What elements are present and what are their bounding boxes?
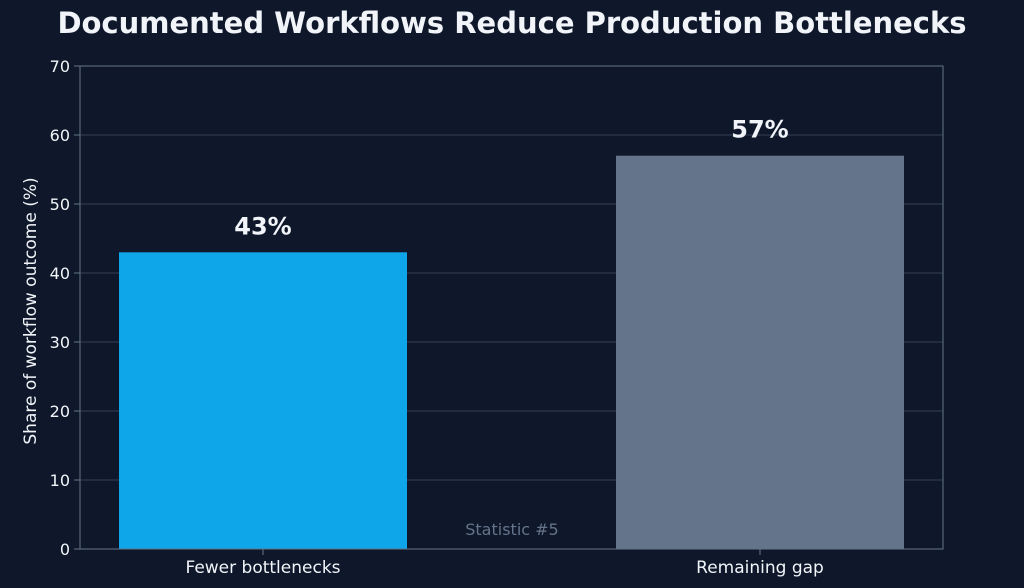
x-tick-label: Fewer bottlenecks [185,558,340,578]
annotation: Statistic #5 [465,520,558,539]
y-tick-label: 30 [50,333,70,352]
bar-value-label: 43% [234,212,291,240]
y-axis-label: Share of workflow outcome (%) [21,177,41,444]
y-tick-label: 20 [50,402,70,421]
plot-frame [79,65,944,550]
y-tick-label: 40 [50,264,70,283]
chart-title: Documented Workflows Reduce Production B… [57,6,966,40]
y-tick-label: 10 [50,471,70,490]
x-tick-label: Remaining gap [696,558,824,578]
bar-value-label: 57% [731,116,788,144]
y-tick-label: 70 [50,57,70,76]
y-tick-label: 50 [50,195,70,214]
y-tick-label: 60 [50,126,70,145]
bar [616,155,904,549]
bar [119,252,407,550]
y-tick-label: 0 [60,540,70,559]
